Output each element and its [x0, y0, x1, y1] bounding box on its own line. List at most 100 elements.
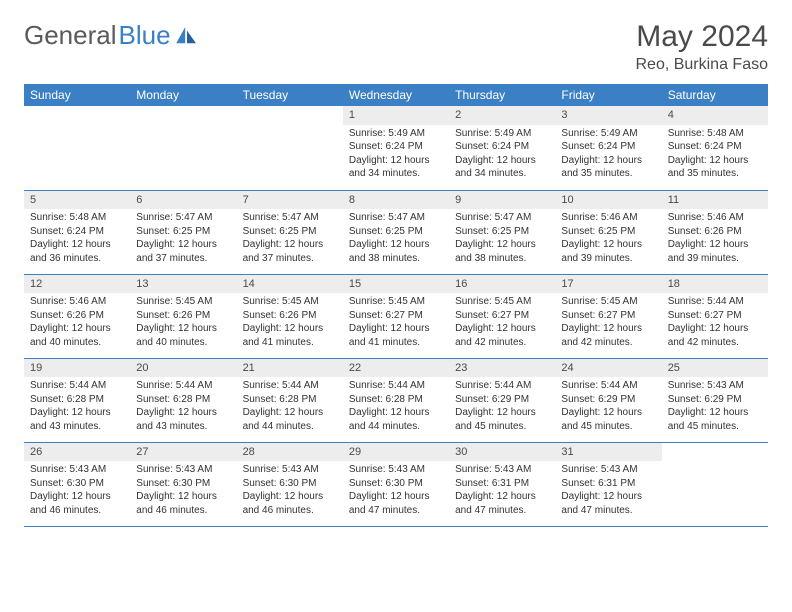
calendar-day-cell: 7Sunrise: 5:47 AMSunset: 6:25 PMDaylight…: [237, 190, 343, 274]
day-number: 24: [555, 359, 661, 378]
sunrise-text: Sunrise: 5:44 AM: [455, 379, 549, 393]
brand-part2: Blue: [119, 20, 171, 51]
sunrise-text: Sunrise: 5:44 AM: [30, 379, 124, 393]
calendar-day-cell: 19Sunrise: 5:44 AMSunset: 6:28 PMDayligh…: [24, 358, 130, 442]
sunrise-text: Sunrise: 5:48 AM: [30, 211, 124, 225]
day-content: Sunrise: 5:47 AMSunset: 6:25 PMDaylight:…: [449, 209, 555, 269]
daylight-text: Daylight: 12 hours and 46 minutes.: [136, 490, 230, 517]
day-content: Sunrise: 5:45 AMSunset: 6:27 PMDaylight:…: [555, 293, 661, 353]
daylight-text: Daylight: 12 hours and 43 minutes.: [30, 406, 124, 433]
day-content: Sunrise: 5:43 AMSunset: 6:31 PMDaylight:…: [449, 461, 555, 521]
calendar-day-cell: 29Sunrise: 5:43 AMSunset: 6:30 PMDayligh…: [343, 442, 449, 526]
daylight-text: Daylight: 12 hours and 42 minutes.: [561, 322, 655, 349]
sunset-text: Sunset: 6:28 PM: [136, 393, 230, 407]
daylight-text: Daylight: 12 hours and 45 minutes.: [668, 406, 762, 433]
day-number: 26: [24, 443, 130, 462]
day-number: 8: [343, 191, 449, 210]
day-content: Sunrise: 5:44 AMSunset: 6:28 PMDaylight:…: [343, 377, 449, 437]
sunset-text: Sunset: 6:29 PM: [668, 393, 762, 407]
weekday-header: Monday: [130, 84, 236, 106]
calendar-day-cell: 17Sunrise: 5:45 AMSunset: 6:27 PMDayligh…: [555, 274, 661, 358]
calendar-day-cell: [237, 106, 343, 190]
sunset-text: Sunset: 6:30 PM: [136, 477, 230, 491]
calendar-day-cell: 13Sunrise: 5:45 AMSunset: 6:26 PMDayligh…: [130, 274, 236, 358]
day-content: Sunrise: 5:48 AMSunset: 6:24 PMDaylight:…: [24, 209, 130, 269]
day-number: 5: [24, 191, 130, 210]
day-content: [24, 125, 130, 131]
sunset-text: Sunset: 6:24 PM: [455, 140, 549, 154]
daylight-text: Daylight: 12 hours and 41 minutes.: [349, 322, 443, 349]
day-number: 19: [24, 359, 130, 378]
sunrise-text: Sunrise: 5:45 AM: [136, 295, 230, 309]
sunrise-text: Sunrise: 5:45 AM: [349, 295, 443, 309]
sunset-text: Sunset: 6:24 PM: [561, 140, 655, 154]
sunrise-text: Sunrise: 5:49 AM: [349, 127, 443, 141]
sunrise-text: Sunrise: 5:45 AM: [561, 295, 655, 309]
sunrise-text: Sunrise: 5:47 AM: [349, 211, 443, 225]
day-number: 3: [555, 106, 661, 125]
day-number: 9: [449, 191, 555, 210]
sunrise-text: Sunrise: 5:43 AM: [561, 463, 655, 477]
sunrise-text: Sunrise: 5:46 AM: [561, 211, 655, 225]
day-number: 4: [662, 106, 768, 125]
sunset-text: Sunset: 6:26 PM: [136, 309, 230, 323]
sunrise-text: Sunrise: 5:48 AM: [668, 127, 762, 141]
day-number: 29: [343, 443, 449, 462]
sunset-text: Sunset: 6:26 PM: [243, 309, 337, 323]
calendar-day-cell: 14Sunrise: 5:45 AMSunset: 6:26 PMDayligh…: [237, 274, 343, 358]
day-content: Sunrise: 5:48 AMSunset: 6:24 PMDaylight:…: [662, 125, 768, 185]
daylight-text: Daylight: 12 hours and 45 minutes.: [561, 406, 655, 433]
daylight-text: Daylight: 12 hours and 47 minutes.: [349, 490, 443, 517]
daylight-text: Daylight: 12 hours and 36 minutes.: [30, 238, 124, 265]
daylight-text: Daylight: 12 hours and 38 minutes.: [455, 238, 549, 265]
calendar-day-cell: [24, 106, 130, 190]
sunrise-text: Sunrise: 5:44 AM: [668, 295, 762, 309]
sunset-text: Sunset: 6:29 PM: [561, 393, 655, 407]
sunset-text: Sunset: 6:25 PM: [349, 225, 443, 239]
day-number: 1: [343, 106, 449, 125]
calendar-day-cell: 9Sunrise: 5:47 AMSunset: 6:25 PMDaylight…: [449, 190, 555, 274]
sunset-text: Sunset: 6:27 PM: [349, 309, 443, 323]
sunrise-text: Sunrise: 5:47 AM: [455, 211, 549, 225]
calendar-day-cell: 15Sunrise: 5:45 AMSunset: 6:27 PMDayligh…: [343, 274, 449, 358]
sunset-text: Sunset: 6:26 PM: [668, 225, 762, 239]
daylight-text: Daylight: 12 hours and 44 minutes.: [243, 406, 337, 433]
calendar-day-cell: 16Sunrise: 5:45 AMSunset: 6:27 PMDayligh…: [449, 274, 555, 358]
daylight-text: Daylight: 12 hours and 39 minutes.: [561, 238, 655, 265]
calendar-body: 1Sunrise: 5:49 AMSunset: 6:24 PMDaylight…: [24, 106, 768, 526]
sunrise-text: Sunrise: 5:45 AM: [243, 295, 337, 309]
sunset-text: Sunset: 6:24 PM: [30, 225, 124, 239]
day-content: Sunrise: 5:44 AMSunset: 6:28 PMDaylight:…: [130, 377, 236, 437]
sunrise-text: Sunrise: 5:49 AM: [455, 127, 549, 141]
sunrise-text: Sunrise: 5:44 AM: [349, 379, 443, 393]
sunset-text: Sunset: 6:25 PM: [561, 225, 655, 239]
day-content: Sunrise: 5:43 AMSunset: 6:31 PMDaylight:…: [555, 461, 661, 521]
daylight-text: Daylight: 12 hours and 47 minutes.: [561, 490, 655, 517]
brand-logo: GeneralBlue: [24, 20, 198, 51]
day-content: Sunrise: 5:46 AMSunset: 6:25 PMDaylight:…: [555, 209, 661, 269]
sunrise-text: Sunrise: 5:46 AM: [30, 295, 124, 309]
weekday-header: Tuesday: [237, 84, 343, 106]
sunset-text: Sunset: 6:25 PM: [243, 225, 337, 239]
daylight-text: Daylight: 12 hours and 40 minutes.: [136, 322, 230, 349]
daylight-text: Daylight: 12 hours and 34 minutes.: [349, 154, 443, 181]
day-content: Sunrise: 5:44 AMSunset: 6:29 PMDaylight:…: [449, 377, 555, 437]
calendar-week-row: 5Sunrise: 5:48 AMSunset: 6:24 PMDaylight…: [24, 190, 768, 274]
daylight-text: Daylight: 12 hours and 43 minutes.: [136, 406, 230, 433]
calendar-day-cell: [130, 106, 236, 190]
day-content: Sunrise: 5:49 AMSunset: 6:24 PMDaylight:…: [343, 125, 449, 185]
day-number: 22: [343, 359, 449, 378]
sunset-text: Sunset: 6:29 PM: [455, 393, 549, 407]
calendar-day-cell: 3Sunrise: 5:49 AMSunset: 6:24 PMDaylight…: [555, 106, 661, 190]
daylight-text: Daylight: 12 hours and 42 minutes.: [455, 322, 549, 349]
sunset-text: Sunset: 6:30 PM: [349, 477, 443, 491]
sunset-text: Sunset: 6:30 PM: [30, 477, 124, 491]
sunset-text: Sunset: 6:31 PM: [455, 477, 549, 491]
sunset-text: Sunset: 6:24 PM: [349, 140, 443, 154]
sunset-text: Sunset: 6:31 PM: [561, 477, 655, 491]
calendar-week-row: 12Sunrise: 5:46 AMSunset: 6:26 PMDayligh…: [24, 274, 768, 358]
calendar-day-cell: 22Sunrise: 5:44 AMSunset: 6:28 PMDayligh…: [343, 358, 449, 442]
daylight-text: Daylight: 12 hours and 35 minutes.: [668, 154, 762, 181]
calendar-day-cell: 5Sunrise: 5:48 AMSunset: 6:24 PMDaylight…: [24, 190, 130, 274]
sunrise-text: Sunrise: 5:44 AM: [136, 379, 230, 393]
